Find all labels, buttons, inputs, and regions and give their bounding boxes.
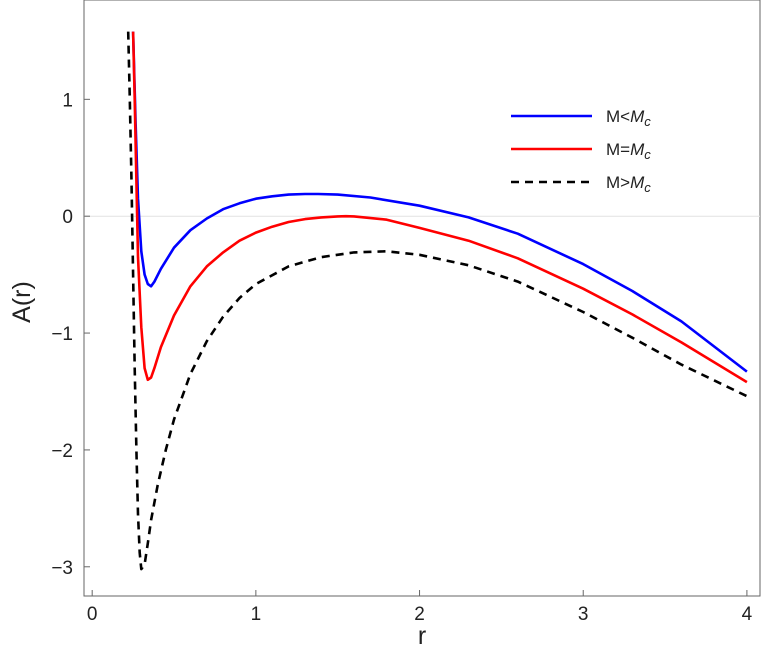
x-tick-label: 2 [414, 604, 425, 625]
y-axis: 1 0 −1 −2 −3 [51, 90, 90, 579]
y-tick-label: −3 [51, 558, 73, 579]
y-tick-label: 1 [62, 90, 73, 111]
plot-area [83, 0, 761, 597]
legend-label-1: M<Mc [606, 107, 651, 129]
x-tick-label: 0 [87, 604, 98, 625]
x-tick-label: 1 [251, 604, 262, 625]
x-tick-label: 3 [578, 604, 589, 625]
x-axis: 0 1 2 3 4 [87, 590, 753, 625]
legend-label-3: M>Mc [606, 173, 651, 195]
x-tick-label: 4 [742, 604, 753, 625]
series-layer [126, 31, 748, 571]
legend: M<Mc M=Mc M>Mc [511, 107, 651, 195]
series-line-2 [131, 31, 748, 384]
series-line-1 [131, 31, 748, 373]
y-axis-title: A(r) [8, 281, 36, 323]
legend-label-2: M=Mc [606, 140, 651, 162]
y-tick-label: 0 [62, 207, 73, 228]
y-tick-label: −1 [51, 324, 73, 345]
series-line-3 [126, 31, 748, 571]
x-axis-title: r [418, 622, 426, 650]
plot-frame [83, 0, 761, 597]
y-tick-label: −2 [51, 441, 73, 462]
